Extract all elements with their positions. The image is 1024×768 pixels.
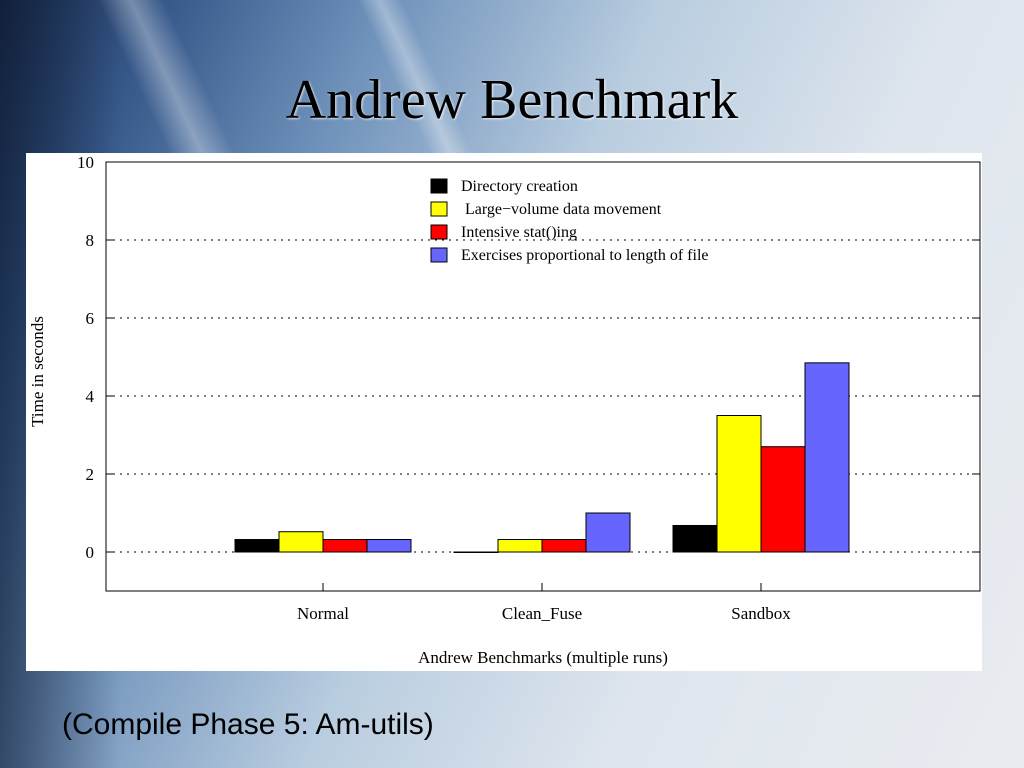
slide-title: Andrew Benchmark: [285, 69, 739, 131]
plot-frame: [105, 161, 981, 592]
bar: [760, 446, 806, 553]
legend: Directory creation Large−volume data mov…: [430, 178, 708, 264]
legend-label: Large−volume data movement: [461, 201, 662, 218]
y-tick-label: 4: [86, 387, 95, 406]
y-axis-ticks: 0 2 4 6 8 10: [77, 153, 980, 562]
y-tick-label: 2: [86, 465, 95, 484]
bar: [278, 531, 324, 553]
legend-label: Exercises proportional to length of file: [461, 247, 708, 264]
bar: [234, 539, 280, 553]
bar: [672, 524, 718, 553]
x-category-label: Clean_Fuse: [502, 604, 582, 623]
legend-swatch: [430, 178, 448, 194]
x-axis-categories: Normal Clean_Fuse Sandbox: [297, 583, 791, 623]
y-tick-label: 10: [77, 153, 94, 172]
x-axis-label: Andrew Benchmarks (multiple runs): [418, 648, 668, 667]
x-category-label: Normal: [297, 604, 349, 623]
bar: [804, 362, 850, 553]
bar: [541, 539, 587, 553]
bars: [234, 362, 850, 553]
legend-swatch: [430, 247, 448, 263]
bar: [585, 512, 631, 553]
bar: [322, 539, 368, 553]
y-tick-label: 8: [86, 231, 95, 250]
legend-label: Intensive stat()ing: [461, 224, 577, 241]
y-tick-label: 0: [86, 543, 95, 562]
bar: [366, 539, 412, 553]
legend-swatch: [430, 224, 448, 240]
chart-panel: 0 2 4 6 8 10 Normal Clean_Fuse Sandbox Time in …: [26, 153, 982, 671]
legend-swatch: [430, 201, 448, 217]
bar: [716, 415, 762, 553]
y-tick-label: 6: [86, 309, 95, 328]
bar: [497, 539, 543, 553]
bar: [453, 551, 499, 553]
bar-chart: 0 2 4 6 8 10 Normal Clean_Fuse Sandbox Time in …: [28, 153, 981, 667]
slide-caption: (Compile Phase 5: Am-utils): [62, 708, 434, 741]
y-axis-label: Time in seconds: [28, 316, 47, 427]
legend-label: Directory creation: [461, 178, 578, 195]
x-category-label: Sandbox: [731, 604, 791, 623]
